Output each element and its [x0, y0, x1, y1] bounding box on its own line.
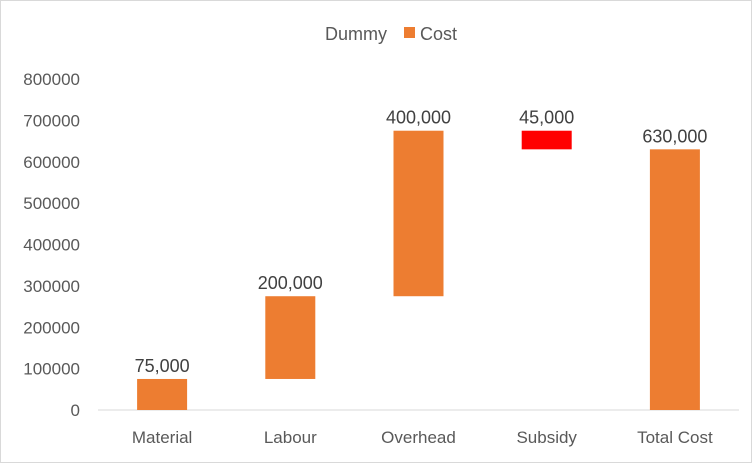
y-tick-label: 600000 [23, 153, 80, 172]
bar-overhead [393, 130, 444, 297]
y-tick-label: 200000 [23, 318, 80, 337]
legend-label-cost: Cost [420, 24, 457, 44]
x-tick-label: Material [132, 428, 192, 447]
data-label: 200,000 [258, 273, 323, 293]
bar-total-cost [649, 149, 700, 410]
bar-labour [265, 296, 316, 379]
bar-material [137, 378, 188, 410]
bars: 75,000 200,000 400,000 45,000 630,000 [135, 108, 707, 410]
y-tick-label: 300000 [23, 277, 80, 296]
y-axis: 0 100000 200000 300000 400000 500000 600000 700… [23, 70, 80, 420]
data-label: 75,000 [135, 356, 190, 376]
legend-label-dummy: Dummy [325, 24, 387, 44]
y-tick-label: 0 [71, 401, 80, 420]
bar-subsidy [521, 130, 572, 150]
x-tick-label: Overhead [381, 428, 456, 447]
data-label: 45,000 [519, 108, 574, 128]
y-tick-label: 500000 [23, 194, 80, 213]
x-axis-labels: Material Labour Overhead Subsidy Total Cost [132, 428, 713, 447]
x-tick-label: Labour [264, 428, 317, 447]
legend: Dummy Cost [325, 24, 457, 44]
data-label: 400,000 [386, 108, 451, 128]
x-tick-label: Total Cost [637, 428, 713, 447]
y-tick-label: 100000 [23, 360, 80, 379]
y-tick-label: 400000 [23, 236, 80, 255]
y-tick-label: 800000 [23, 70, 80, 89]
x-tick-label: Subsidy [516, 428, 577, 447]
y-tick-label: 700000 [23, 111, 80, 130]
data-label: 630,000 [642, 126, 707, 146]
legend-swatch-cost [404, 27, 415, 38]
